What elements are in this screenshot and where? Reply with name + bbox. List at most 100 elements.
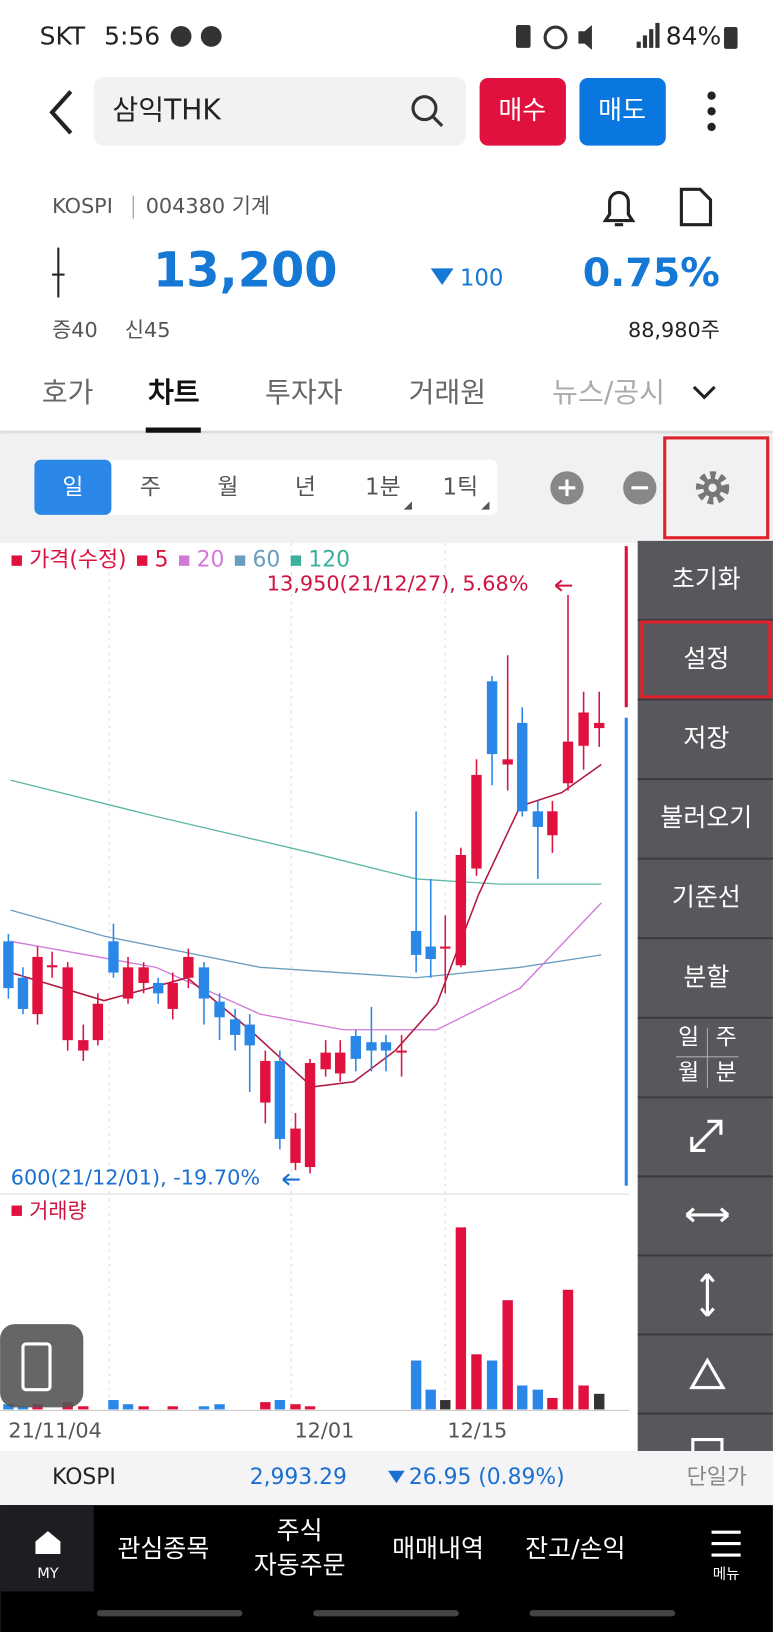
carrier: SKT: [40, 21, 86, 50]
menu-icon[interactable]: [711, 1530, 741, 1557]
settings-button[interactable]: [695, 471, 730, 505]
volume: 88,980주: [628, 318, 720, 342]
code: 004380 기계: [146, 194, 270, 218]
candle-body: [17, 977, 29, 1009]
talk-icon: [170, 26, 192, 47]
candle-body: [440, 946, 451, 949]
volume-bar: [502, 1300, 513, 1410]
volume-bar: [304, 1406, 316, 1410]
nav-item[interactable]: 자동주문: [254, 1550, 346, 1579]
settings-highlight: [663, 436, 770, 540]
candle-body: [244, 1024, 255, 1046]
nav-item[interactable]: 매매내역: [392, 1534, 484, 1563]
volume-bar: [290, 1404, 301, 1410]
price: 13,200: [153, 244, 338, 299]
battery-icon: [724, 27, 738, 49]
legend-swatch: [136, 555, 148, 566]
period[interactable]: 월: [217, 474, 238, 500]
gesture-bar: [529, 1610, 676, 1617]
msg-icon: [200, 26, 222, 47]
candle-body: [562, 741, 574, 784]
volume-swatch: [11, 1205, 22, 1216]
tab[interactable]: 뉴스/공시: [552, 376, 665, 409]
x-label: 21/11/04: [8, 1418, 101, 1442]
buy-button[interactable]: [479, 78, 566, 146]
candle-body: [410, 930, 422, 955]
volume-bar: [455, 1227, 467, 1410]
volume-bar: [122, 1404, 134, 1410]
hscale-icon[interactable]: [685, 1207, 730, 1223]
period[interactable]: 일: [62, 474, 83, 500]
candle-body: [229, 1019, 241, 1035]
volume-bar: [167, 1406, 178, 1410]
rotate-button[interactable]: [0, 1324, 84, 1408]
back-button[interactable]: [49, 90, 73, 135]
volume-bar: [594, 1393, 605, 1410]
period[interactable]: 1분: [365, 474, 401, 500]
menu-item[interactable]: 기준선: [672, 883, 741, 912]
memo-icon[interactable]: [679, 187, 713, 227]
candle-body: [32, 956, 43, 1015]
menu-item[interactable]: 초기화: [672, 564, 741, 593]
search-icon[interactable]: [411, 95, 438, 122]
period[interactable]: 년: [295, 474, 316, 500]
menu-item[interactable]: 저장: [683, 724, 729, 753]
nav-item[interactable]: 잔고/손익: [525, 1534, 625, 1563]
volume-bar: [214, 1404, 225, 1410]
volume-bar: [3, 1404, 14, 1410]
sell-label: 매도: [598, 96, 646, 126]
nav-item[interactable]: 관심종목: [117, 1534, 209, 1563]
period-grid[interactable]: 주: [716, 1025, 737, 1051]
candle-body: [78, 1040, 89, 1051]
ma60-line: [10, 909, 602, 979]
ma120-line: [10, 779, 602, 885]
candle-body: [594, 722, 605, 729]
sell-button[interactable]: [579, 78, 666, 146]
index-name: KOSPI: [52, 1465, 116, 1490]
margin: 증40: [52, 318, 98, 342]
vscale-icon[interactable]: [699, 1273, 715, 1317]
candle-body: [380, 1042, 392, 1051]
candle-body: [304, 1063, 316, 1168]
gesture-bar: [96, 1610, 243, 1617]
side-menu: [637, 540, 773, 1452]
index-value: 2,993.29: [250, 1465, 347, 1490]
period[interactable]: 1틱: [443, 474, 479, 500]
tab[interactable]: 투자자: [265, 376, 343, 409]
period-grid[interactable]: 일: [678, 1025, 699, 1051]
candle-body: [274, 1060, 286, 1139]
x-label: 12/01: [294, 1418, 354, 1442]
expand-icon[interactable]: [690, 1119, 723, 1152]
period-grid[interactable]: 분: [716, 1060, 737, 1086]
legend-swatch: [234, 555, 246, 566]
candle-body: [3, 941, 14, 989]
tab-indicator: [145, 427, 201, 433]
more-button[interactable]: [707, 91, 716, 132]
candle-body: [455, 855, 467, 966]
candle-body: [92, 1003, 104, 1041]
tab[interactable]: 호가: [42, 376, 94, 409]
draw-icon[interactable]: [689, 1357, 726, 1390]
menu-item[interactable]: 불러오기: [660, 803, 752, 832]
tab[interactable]: 거래원: [409, 376, 487, 409]
period[interactable]: 주: [140, 474, 161, 500]
candle-body: [517, 722, 528, 812]
alert-icon[interactable]: [602, 190, 636, 227]
candle-body: [152, 982, 164, 994]
period-menu-mark: [403, 501, 412, 510]
home-label: MY: [37, 1565, 59, 1582]
time: 5:56: [104, 21, 160, 50]
tab-expand[interactable]: [692, 385, 716, 400]
period-group: [34, 459, 498, 515]
period-grid[interactable]: 월: [678, 1060, 699, 1086]
market: KOSPI: [52, 194, 113, 218]
menu-item[interactable]: 설정: [683, 644, 729, 673]
tab[interactable]: 차트: [148, 376, 200, 409]
volume-bar: [78, 1406, 89, 1410]
search-box[interactable]: [93, 76, 467, 146]
menu-item[interactable]: 분할: [683, 962, 729, 991]
nav-item[interactable]: 주식: [277, 1516, 323, 1545]
volume-bar: [547, 1397, 558, 1410]
tab-divider: [0, 430, 773, 434]
